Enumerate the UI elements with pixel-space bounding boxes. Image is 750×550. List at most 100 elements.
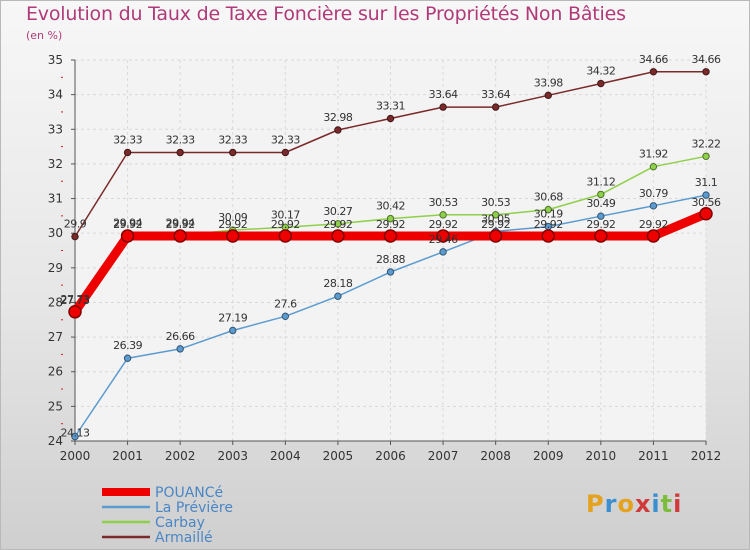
data-label: 29.92 [166, 218, 195, 231]
x-tick-label: 2004 [270, 449, 301, 463]
data-point [176, 345, 184, 353]
data-point [123, 148, 132, 157]
data-point [331, 229, 345, 243]
data-point [281, 148, 290, 157]
data-label: 32.33 [218, 133, 247, 146]
data-point [229, 326, 237, 335]
data-label: 32.33 [271, 133, 300, 146]
data-label: 31.1 [695, 176, 718, 189]
data-label: 28.18 [323, 277, 352, 290]
legend-label: POUANCé [155, 485, 223, 501]
data-label: 28.88 [376, 253, 405, 266]
data-label: 30.53 [481, 196, 510, 209]
x-tick-label: 2007 [428, 449, 459, 463]
data-point [649, 68, 658, 76]
data-point [436, 229, 450, 243]
data-point [386, 214, 395, 223]
data-point [699, 207, 713, 221]
data-point [439, 103, 447, 111]
data-label: 29.92 [481, 218, 510, 231]
data-point [229, 148, 237, 157]
x-tick-label: 2006 [375, 449, 406, 463]
data-label: 29.92 [534, 218, 563, 231]
y-tick-label: 33 [48, 122, 63, 136]
data-label: 29.92 [218, 218, 247, 231]
data-point [594, 229, 608, 243]
y-tick-label: 34 [48, 88, 63, 102]
data-label: 30.05 [481, 212, 510, 225]
data-label: 29.92 [323, 218, 352, 231]
logo-letter: i [651, 490, 661, 518]
x-tick-label: 2012 [691, 449, 722, 463]
x-tick-label: 2005 [323, 449, 354, 463]
x-tick-label: 2010 [586, 449, 617, 463]
logo-letter: P [586, 490, 605, 518]
y-tick-label: 25 [48, 399, 63, 413]
data-point [334, 220, 342, 228]
data-label: 33.64 [429, 88, 458, 101]
data-point [439, 248, 447, 256]
y-tick-label: 24 [48, 434, 63, 448]
logo-letter: t [660, 490, 674, 518]
data-point [544, 205, 552, 214]
data-label: 34.66 [639, 53, 668, 66]
data-label: 32.98 [323, 111, 352, 124]
proxiti-logo: Proxiti [586, 490, 682, 518]
chart-title: Evolution du Taux de Taxe Foncière sur l… [26, 3, 626, 25]
data-point [281, 312, 290, 321]
x-tick-label: 2001 [112, 449, 143, 463]
data-point [702, 191, 710, 199]
data-label: 34.32 [586, 65, 615, 78]
x-tick-label: 2000 [60, 449, 91, 463]
data-label: 33.64 [481, 88, 510, 101]
logo-letter: x [634, 490, 652, 518]
y-tick-label: 32 [48, 157, 63, 171]
data-point [597, 212, 605, 220]
data-label: 30.17 [271, 208, 300, 221]
x-tick-label: 2002 [165, 449, 196, 463]
data-point [649, 162, 658, 171]
data-label: 27.73 [61, 294, 90, 307]
y-tick-label: 31 [48, 192, 63, 206]
data-point [123, 354, 132, 362]
data-label: 30.42 [376, 200, 405, 213]
data-point [646, 229, 661, 243]
data-point [649, 202, 658, 210]
data-point [544, 91, 552, 100]
legend-label: La Prévière [155, 500, 233, 516]
data-point [702, 68, 710, 76]
data-label: 31.92 [639, 148, 668, 161]
data-label: 29.92 [429, 218, 458, 231]
data-point [439, 211, 447, 219]
data-point [386, 114, 395, 123]
x-tick-label: 2009 [533, 449, 564, 463]
data-label: 27.6 [274, 297, 297, 310]
data-label: 30.27 [323, 205, 352, 218]
data-label: 31.12 [586, 175, 615, 188]
data-point [334, 292, 342, 300]
y-tick-label: 26 [48, 365, 63, 379]
y-unit-label: (en %) [26, 29, 63, 42]
data-label: 29.92 [586, 218, 615, 231]
data-point [120, 229, 135, 243]
data-label: 30.19 [534, 208, 563, 221]
logo-letter: i [673, 490, 683, 518]
data-point [334, 126, 342, 134]
data-point [488, 229, 503, 243]
data-label: 27.19 [218, 312, 247, 325]
data-label: 30.49 [586, 197, 615, 210]
data-point [597, 190, 605, 199]
data-label: 29.94 [113, 216, 142, 229]
x-tick-label: 2003 [217, 449, 248, 463]
data-label: 32.22 [692, 137, 721, 150]
data-label: 24.13 [61, 426, 90, 439]
x-tick-label: 2008 [480, 449, 511, 463]
data-point [702, 152, 710, 160]
data-label: 32.33 [166, 133, 195, 146]
data-point [383, 229, 398, 243]
data-label: 27.73 [61, 293, 90, 306]
legend-label: Armaillé [155, 530, 213, 546]
y-tick-label: 35 [48, 53, 63, 67]
data-label: 30.79 [639, 187, 668, 200]
